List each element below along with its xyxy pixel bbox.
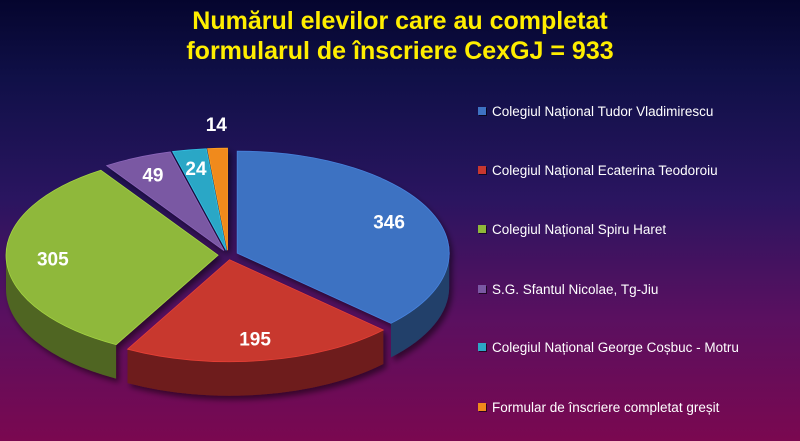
legend-item-4: S.G. Sfantul Nicolae, Tg-Jiu (478, 281, 796, 298)
legend-item-6: Formular de înscriere completat greșit (478, 399, 796, 416)
legend-label-3: Colegiul Național Spiru Haret (492, 222, 667, 237)
chart-title-line-2: formularul de înscriere CexGJ = 933 (186, 37, 614, 65)
pie-slices (5, 147, 450, 396)
legend-label-4: S.G. Sfantul Nicolae, Tg-Jiu (492, 282, 659, 297)
data-label-3: 305 (37, 250, 69, 271)
pie-slice-2 (126, 259, 385, 363)
pie-slice-side-2 (127, 329, 384, 396)
pie-slice-6 (207, 147, 228, 251)
legend-item-1: Colegiul Național Tudor Vladimirescu (478, 103, 796, 120)
legend-label-5: Colegiul Național George Coșbuc - Motru (492, 340, 739, 355)
legend-item-5: Colegiul Național George Coșbuc - Motru (478, 339, 796, 356)
data-label-5: 24 (185, 159, 207, 180)
chart-title-line-1: Numărul elevilor care au completat (192, 7, 608, 35)
legend-item-2: Colegiul Național Ecaterina Teodoroiu (478, 162, 796, 179)
legend-swatch-6 (478, 403, 486, 411)
legend-label-1: Colegiul Național Tudor Vladimirescu (492, 104, 714, 119)
data-label-4: 49 (142, 165, 163, 186)
pie-slice-5 (171, 148, 227, 251)
legend-swatch-4 (478, 285, 486, 293)
legend-swatch-1 (478, 107, 486, 115)
pie-data-labels: 346 195 305 49 24 14 (37, 115, 405, 350)
chart-title: Numărul elevilor care au completat formu… (0, 6, 800, 66)
legend-swatch-2 (478, 166, 486, 174)
legend-swatch-5 (478, 343, 486, 351)
legend-label-6: Formular de înscriere completat greșit (492, 400, 720, 415)
pie-slice-1 (236, 150, 450, 324)
legend-item-3: Colegiul Național Spiru Haret (478, 221, 796, 238)
legend-swatch-3 (478, 225, 486, 233)
pie-slice-4 (105, 151, 225, 251)
data-label-1: 346 (373, 213, 405, 234)
pie-slice-side-3 (6, 255, 117, 379)
data-label-2: 195 (239, 329, 271, 350)
legend-label-2: Colegiul Național Ecaterina Teodoroiu (492, 163, 718, 178)
data-label-6: 14 (206, 115, 228, 136)
pie-slice-3 (5, 169, 219, 346)
